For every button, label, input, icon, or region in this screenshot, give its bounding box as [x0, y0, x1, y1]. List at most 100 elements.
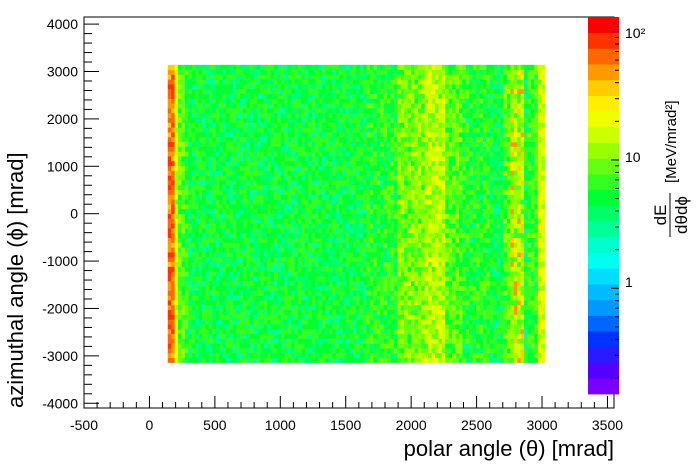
- heatmap-cell: [400, 218, 405, 224]
- heatmap-cell: [308, 132, 313, 138]
- heatmap-cell: [352, 228, 357, 234]
- heatmap-cell: [270, 79, 275, 85]
- heatmap-cell: [256, 213, 261, 219]
- heatmap-cell: [181, 204, 186, 210]
- heatmap-cell: [339, 170, 343, 176]
- heatmap-cell: [229, 112, 234, 119]
- heatmap-cell: [387, 64, 391, 71]
- heatmap-cell: [393, 218, 398, 224]
- heatmap-cell: [390, 151, 395, 157]
- heatmap-cell: [263, 175, 268, 181]
- heatmap-cell: [400, 194, 405, 200]
- heatmap-cell: [356, 141, 361, 147]
- heatmap-cell: [291, 223, 295, 229]
- heatmap-cell: [249, 69, 254, 75]
- heatmap-cell: [291, 208, 295, 215]
- heatmap-cell: [294, 74, 299, 80]
- heatmap-cell: [263, 247, 268, 253]
- heatmap-cell: [208, 314, 213, 320]
- heatmap-cell: [356, 122, 361, 128]
- heatmap-cell: [332, 232, 337, 239]
- heatmap-cell: [270, 64, 275, 71]
- heatmap-cell: [421, 300, 426, 306]
- heatmap-cell: [294, 228, 299, 234]
- heatmap-cell: [339, 343, 343, 349]
- heatmap-cell: [380, 237, 385, 243]
- heatmap-cell: [294, 189, 299, 195]
- heatmap-cell: [229, 252, 234, 258]
- heatmap-cell: [376, 180, 381, 186]
- heatmap-cell: [424, 348, 429, 354]
- heatmap-cell: [280, 213, 285, 219]
- heatmap-cell: [373, 98, 378, 104]
- heatmap-cell: [208, 141, 213, 147]
- heatmap-cell: [321, 280, 326, 287]
- heatmap-cell: [335, 127, 340, 133]
- heatmap-cell: [184, 261, 189, 267]
- heatmap-cell: [294, 319, 299, 325]
- heatmap-cell: [390, 117, 395, 123]
- heatmap-cell: [339, 117, 343, 123]
- heatmap-cell: [349, 271, 354, 277]
- heatmap-cell: [294, 300, 299, 306]
- heatmap-cell: [417, 208, 422, 215]
- heatmap-cell: [393, 180, 398, 186]
- heatmap-cell: [205, 199, 210, 205]
- heatmap-cell: [263, 285, 268, 291]
- heatmap-cell: [366, 280, 371, 287]
- heatmap-cell: [171, 338, 176, 344]
- heatmap-cell: [359, 136, 364, 143]
- heatmap-cell: [191, 247, 196, 253]
- heatmap-cell: [219, 79, 223, 85]
- heatmap-cell: [249, 357, 254, 363]
- heatmap-cell: [369, 256, 374, 263]
- heatmap-cell: [280, 117, 285, 123]
- heatmap-cell: [387, 184, 391, 191]
- heatmap-cell: [273, 213, 278, 219]
- heatmap-cell: [335, 280, 340, 287]
- heatmap-cell: [294, 165, 299, 171]
- heatmap-cell: [383, 74, 388, 80]
- heatmap-cell: [212, 180, 217, 186]
- heatmap-cell: [411, 300, 415, 306]
- heatmap-cell: [198, 160, 203, 167]
- heatmap-cell: [328, 108, 333, 114]
- heatmap-cell: [376, 103, 381, 109]
- heatmap-cell: [332, 223, 337, 229]
- heatmap-cell: [438, 112, 443, 119]
- heatmap-cell: [366, 112, 371, 119]
- heatmap-cell: [236, 271, 241, 277]
- heatmap-cell: [280, 64, 285, 71]
- heatmap-cell: [236, 136, 241, 143]
- heatmap-cell: [318, 280, 323, 287]
- heatmap-cell: [417, 228, 422, 234]
- heatmap-cell: [208, 357, 213, 363]
- heatmap-cell: [171, 314, 176, 320]
- heatmap-cell: [380, 271, 385, 277]
- heatmap-cell: [280, 319, 285, 325]
- heatmap-cell: [243, 184, 247, 191]
- heatmap-cell: [308, 261, 313, 267]
- heatmap-cell: [243, 122, 247, 128]
- heatmap-cell: [188, 309, 193, 315]
- heatmap-cell: [280, 103, 285, 109]
- heatmap-cell: [407, 300, 412, 306]
- heatmap-cell: [321, 175, 326, 181]
- heatmap-cell: [332, 242, 337, 248]
- heatmap-cell: [198, 146, 203, 152]
- heatmap-cell: [174, 237, 179, 243]
- heatmap-cell: [400, 79, 405, 85]
- heatmap-cell: [188, 242, 193, 248]
- heatmap-cell: [267, 285, 271, 291]
- heatmap-cell: [246, 160, 251, 167]
- heatmap-cell: [414, 304, 419, 311]
- heatmap-cell: [291, 343, 295, 349]
- heatmap-cell: [404, 127, 408, 133]
- heatmap-cell: [239, 218, 244, 224]
- heatmap-cell: [304, 213, 309, 219]
- heatmap-cell: [373, 199, 378, 205]
- heatmap-cell: [181, 357, 186, 363]
- heatmap-cell: [260, 156, 265, 162]
- heatmap-cell: [345, 348, 350, 354]
- heatmap-cell: [356, 74, 361, 80]
